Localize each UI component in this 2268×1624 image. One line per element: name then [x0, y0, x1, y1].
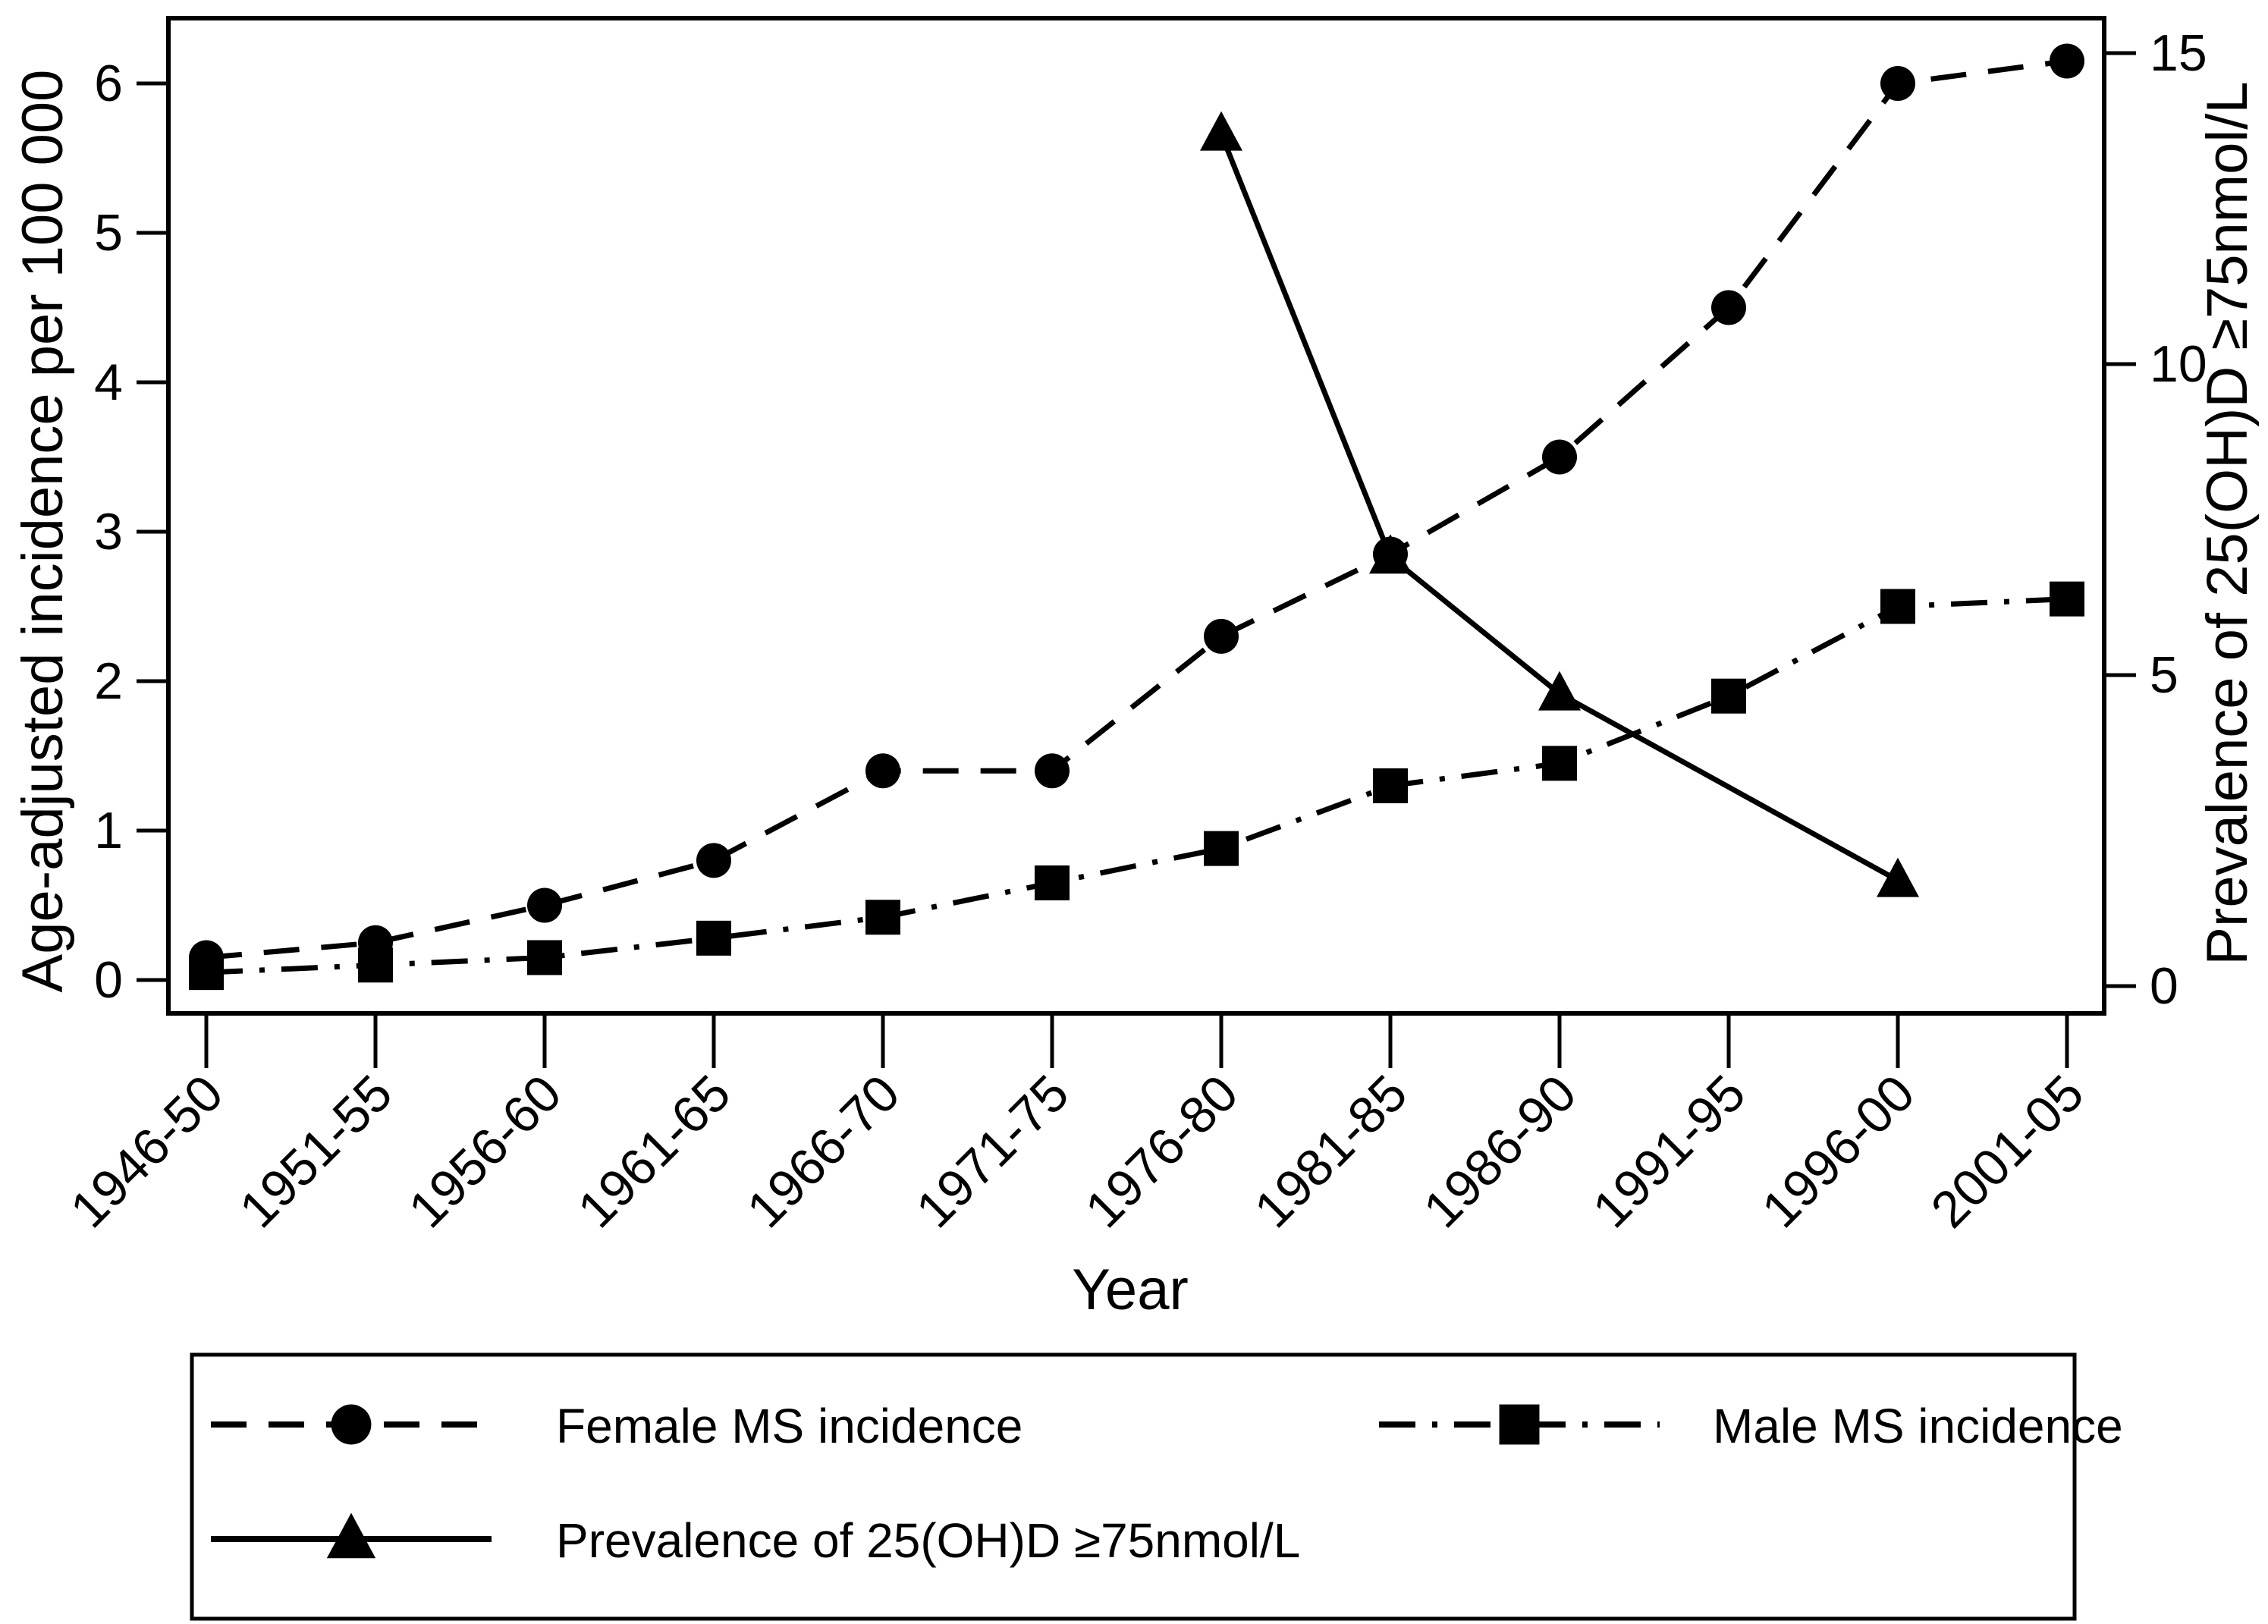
prevalence-of-25-oh-d-75nmol-l-marker: [1369, 534, 1412, 574]
legend-label-female-ms-incidence: Female MS incidence: [556, 1399, 1022, 1453]
male-ms-incidence-marker: [1880, 589, 1915, 624]
legend: Female MS incidence Male MS incidence Prev…: [190, 1352, 2123, 1621]
x-axis-title: Year: [1072, 1258, 1189, 1322]
male-ms-incidence-marker: [2050, 581, 2084, 617]
right-axis-tick-label: 0: [2150, 957, 2178, 1015]
left-axis-tick-label: 2: [94, 652, 123, 710]
prevalence-of-25-oh-d-75nmol-l-marker: [1200, 111, 1242, 151]
male-ms-incidence-marker: [527, 940, 562, 975]
female-ms-incidence-marker: [527, 887, 562, 923]
x-axis-tick-label: 1986-90: [1412, 1064, 1587, 1239]
x-axis-tick-label: 1991-95: [1582, 1064, 1756, 1239]
x-axis-tick-label: 1966-70: [736, 1064, 910, 1239]
left-axis-tick-label: 4: [94, 353, 123, 411]
right-axis-title: Prevalence of 25(OH)D ≥75nmol/L: [2195, 81, 2260, 965]
female-ms-incidence-marker: [1204, 618, 1239, 654]
female-ms-incidence-line: [206, 58, 2068, 960]
x-axis-tick-label: 1976-80: [1074, 1064, 1249, 1239]
left-axis-tick-label: 6: [94, 55, 123, 112]
prevalence-of-25-oh-d-75nmol-l-marker: [1538, 671, 1581, 711]
female-ms-incidence-marker: [696, 843, 731, 878]
x-axis-tick-label: 1956-60: [397, 1064, 572, 1239]
male-ms-incidence-marker: [189, 955, 224, 991]
plot-border: [166, 16, 2106, 1016]
x-axis-tick-label: 1946-50: [59, 1064, 234, 1239]
male-ms-incidence-marker: [358, 947, 393, 983]
left-axis-tick-label: 3: [94, 503, 123, 561]
right-axis-tick-label: 10: [2150, 335, 2207, 393]
female-ms-incidence-marker: [1542, 439, 1577, 475]
female-ms-incidence-marker: [865, 753, 900, 789]
male-ms-incidence-marker: [1711, 678, 1746, 714]
male-ms-incidence-marker: [696, 920, 731, 956]
x-axis-tick-label: 2001-05: [1920, 1064, 2094, 1239]
x-axis-tick-label: 1996-00: [1751, 1064, 1925, 1239]
legend-square-icon: [1499, 1404, 1540, 1445]
x-axis-tick-label: 1951-55: [228, 1064, 403, 1239]
right-axis-tick-label: 5: [2150, 646, 2178, 704]
legend-label-male-ms-incidence: Male MS incidence: [1713, 1399, 2123, 1453]
legend-circle-icon: [331, 1404, 372, 1445]
left-axis-tick-label: 5: [94, 204, 123, 262]
male-ms-incidence-line: [206, 596, 2068, 975]
female-ms-incidence-marker: [1880, 66, 1915, 101]
prevalence-of-25-oh-d-75nmol-l-marker: [1877, 857, 1919, 897]
prevalence-of-25-oh-d-75nmol-l-line: [1218, 133, 1899, 883]
female-ms-incidence-marker: [2050, 43, 2084, 79]
male-ms-incidence-marker: [1373, 768, 1408, 803]
left-axis-tick-label: 1: [94, 802, 123, 859]
legend-label-prevalence-of-25-oh-d-75nmol-l: Prevalence of 25(OH)D ≥75nmol/L: [556, 1513, 1300, 1568]
x-axis-tick-label: 1971-75: [905, 1064, 1079, 1239]
male-ms-incidence-marker: [1035, 865, 1070, 900]
female-ms-incidence-marker: [1035, 753, 1070, 789]
female-ms-incidence-marker: [1711, 290, 1746, 325]
male-ms-incidence-marker: [865, 900, 900, 935]
left-axis-title: Age-adjusted incidence per 100 000: [11, 70, 75, 993]
male-ms-incidence-marker: [1542, 746, 1577, 781]
x-axis-tick-label: 1961-65: [567, 1064, 741, 1239]
legend-triangle-icon: [326, 1512, 376, 1559]
x-axis-tick-label: 1981-85: [1243, 1064, 1418, 1239]
right-axis-tick-label: 15: [2150, 24, 2207, 82]
legend-box: [190, 1352, 2077, 1621]
left-axis-tick-label: 0: [94, 951, 123, 1009]
male-ms-incidence-marker: [1204, 831, 1239, 866]
